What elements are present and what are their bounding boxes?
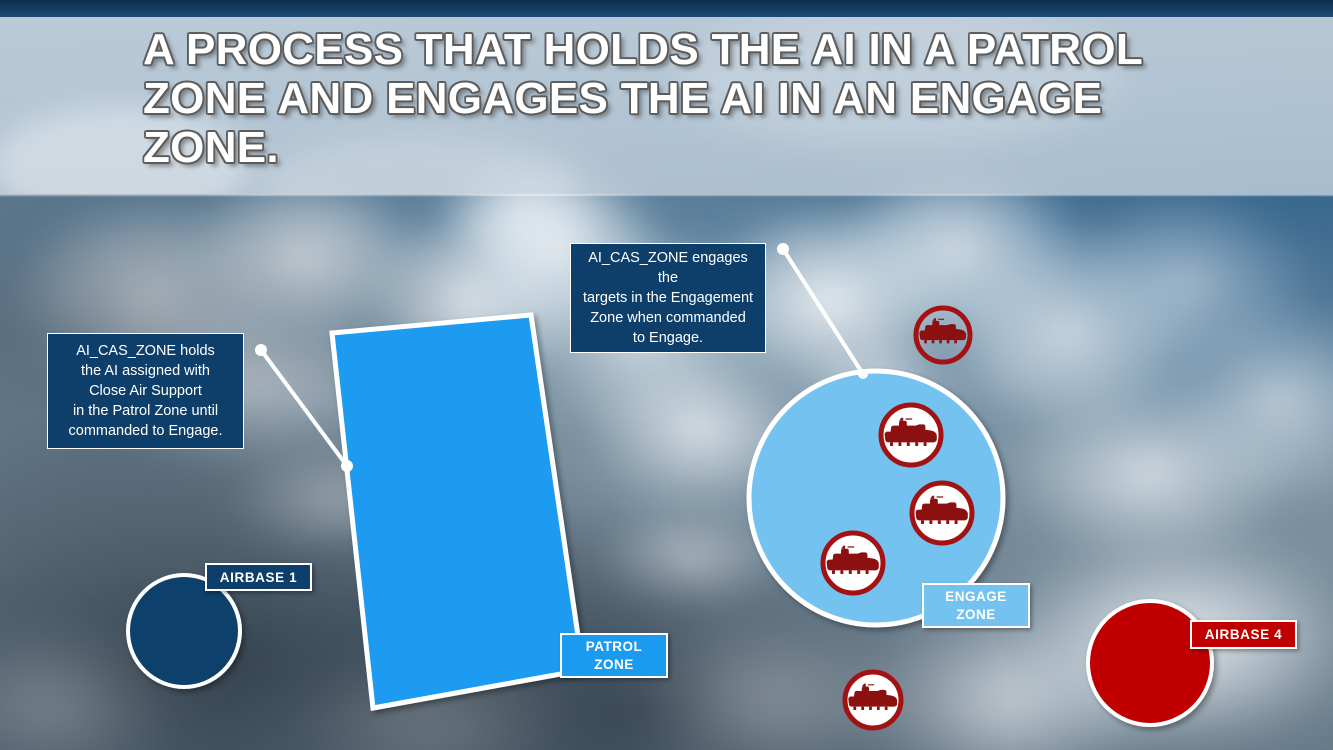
connector-hold-to-patrol: [255, 344, 353, 472]
header-cloud-texture: [0, 17, 1120, 194]
callout-hold[interactable]: AI_CAS_ZONE holds the AI assigned with C…: [47, 333, 244, 449]
label-engage-zone[interactable]: ENGAGE ZONE: [922, 583, 1030, 628]
patrol-zone-shape[interactable]: [329, 312, 586, 711]
header-divider: [0, 194, 1333, 197]
target-2[interactable]: [878, 402, 944, 468]
connector-engage-to-zone: [777, 243, 868, 379]
label-airbase-1[interactable]: AIRBASE 1: [205, 563, 312, 591]
airbase1-shape[interactable]: [126, 573, 242, 689]
airbase4-shape[interactable]: [1086, 599, 1214, 727]
target-1[interactable]: [913, 305, 973, 365]
page-title: A PROCESS THAT HOLDS THE AI IN A PATROL …: [143, 25, 1144, 172]
label-patrol-zone[interactable]: PATROL ZONE: [560, 633, 668, 678]
top-accent-band: [0, 0, 1333, 17]
target-5[interactable]: [842, 669, 904, 731]
header-panel: [0, 17, 1333, 194]
callout-engage[interactable]: AI_CAS_ZONE engages the targets in the E…: [570, 243, 766, 353]
target-4[interactable]: [820, 530, 886, 596]
target-3[interactable]: [909, 480, 975, 546]
label-airbase-4[interactable]: AIRBASE 4: [1190, 620, 1297, 649]
